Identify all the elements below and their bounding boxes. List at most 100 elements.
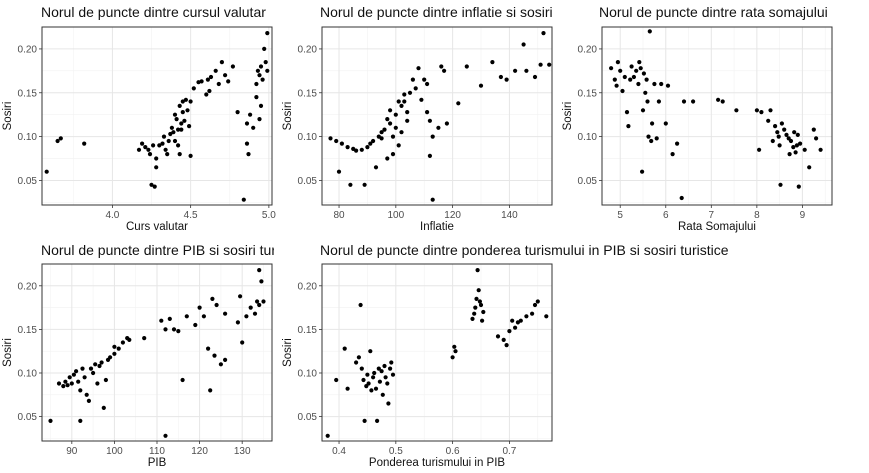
data-point [768,108,773,113]
data-point [385,117,390,122]
data-point [373,386,379,391]
x-tick-label: 5.0 [262,210,276,221]
panel-5: Norul de puncte dintre ponderea turismul… [282,242,729,469]
data-point [396,143,401,148]
y-tick-label: 0.20 [298,44,318,55]
data-point [261,299,266,304]
y-tick-label: 0.20 [18,44,38,55]
data-point [681,99,687,104]
data-point [629,64,634,69]
data-point [644,77,649,82]
data-point [176,127,181,132]
data-point [784,132,789,137]
panel-1: Norul de puncte dintre cursul valutar si… [2,4,276,233]
data-point [389,360,394,365]
data-point [183,97,188,102]
data-point [359,147,364,152]
data-point [393,125,398,130]
data-point [495,334,501,339]
data-point [101,405,106,410]
data-point [259,279,264,284]
data-point [255,68,260,73]
data-point [207,88,212,94]
data-point [251,125,256,130]
data-point [223,311,228,316]
data-point [376,366,381,371]
data-point [88,366,94,371]
data-point [258,64,264,69]
data-point [371,375,376,380]
data-point [618,68,623,73]
data-point [659,81,664,87]
data-point [235,320,240,325]
data-point [152,184,157,189]
y-tick-label: 0.10 [18,132,38,143]
x-tick-label: 100 [106,446,123,457]
data-point [188,99,193,104]
data-point [636,81,641,87]
y-axis-label: Sosiri [2,338,14,367]
y-tick-label: 0.20 [298,281,318,292]
data-point [206,346,211,351]
data-point [185,108,190,113]
data-point [188,153,193,158]
data-point [807,165,812,170]
data-point [490,60,495,65]
data-point [208,74,214,80]
data-point [163,327,168,332]
data-point [78,418,83,423]
data-point [212,353,217,358]
data-point [99,360,104,365]
data-point [386,401,391,406]
data-point [380,392,385,397]
data-point [766,118,771,123]
data-point [390,134,396,139]
data-point [328,136,333,141]
data-point [637,60,642,65]
x-axis-label: Ponderea turismului in PIB [369,457,505,469]
data-point [254,95,259,100]
data-point [191,86,196,91]
data-point [325,433,330,438]
x-tick-label: 4.5 [184,210,198,221]
data-point [334,377,339,383]
data-point [620,88,625,94]
data-point [210,296,215,301]
data-point [439,64,444,69]
data-point [172,112,178,117]
data-point [103,377,108,383]
data-point [61,384,66,389]
data-point [67,375,72,380]
data-point [265,30,270,36]
data-point [368,141,373,146]
data-point [538,62,543,67]
data-point [147,152,153,157]
data-point [246,152,251,157]
panel-border [601,26,833,206]
x-tick-label: 8 [754,210,760,221]
data-point [802,147,807,152]
data-point [410,77,415,82]
data-point [450,355,455,360]
data-point [427,153,432,158]
data-point [390,152,396,157]
data-point [223,357,228,362]
x-tick-label: 0.7 [502,446,516,457]
data-point [628,77,633,82]
data-point [476,288,481,293]
data-point [779,121,785,126]
data-point [177,103,182,108]
data-point [796,184,801,189]
data-point [334,138,339,144]
data-point [204,92,209,97]
data-point [171,130,176,135]
data-point [241,197,246,202]
data-point [48,418,53,423]
y-axis-label: Sosiri [282,102,294,131]
y-tick-label: 0.15 [18,325,38,336]
data-point [159,318,164,323]
data-point [541,30,546,36]
y-tick-label: 0.10 [298,132,318,143]
data-point [442,68,447,73]
panel-border [41,263,273,442]
